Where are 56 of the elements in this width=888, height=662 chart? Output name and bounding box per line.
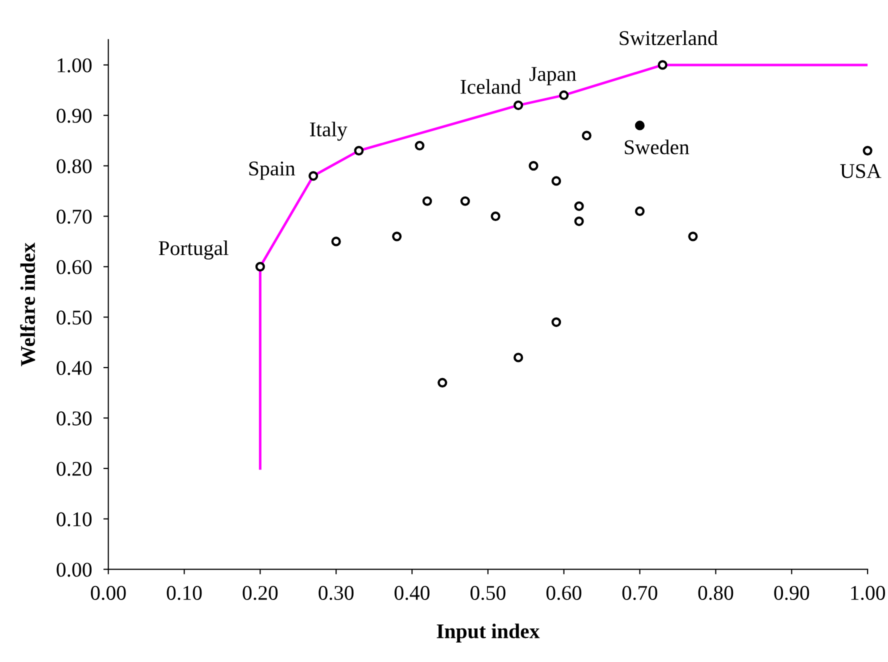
x-tick-label: 0.90 [774,586,810,600]
y-tick-label: 0.40 [56,360,92,376]
y-tick-label: 0.90 [56,108,92,123]
x-tick-label: 0.20 [242,586,278,600]
y-tick-label: 0.00 [56,562,92,577]
point [308,171,318,181]
x-tick-label: 1.00 [851,586,886,600]
y-tick-label: 0.80 [56,159,92,174]
y-tick-label: 0.10 [56,512,92,526]
point [354,146,364,156]
point [574,201,584,211]
x-tick-label: 0.60 [546,586,582,600]
point [574,216,584,226]
point [422,196,432,206]
point [414,140,424,150]
x-tick-label: 0.10 [166,586,202,600]
y-tick-label: 1.00 [58,58,92,72]
point [688,232,698,242]
point [514,352,524,362]
annotation: Sweden [624,140,690,154]
x-tick-label: 0.30 [318,586,354,600]
point [490,211,500,222]
annotation: Switzerland [620,30,718,46]
point [635,206,645,216]
y-tick-label: 0.30 [56,411,92,426]
point [635,120,645,130]
annotation: Portugal [158,240,228,260]
x-tick-label: 0.40 [394,586,430,600]
x-tick-label: 0.80 [698,586,734,600]
annotation: Spain [249,162,296,180]
point [552,317,562,327]
annotation: Italy [310,122,348,141]
point [460,196,470,206]
point [331,236,341,246]
y-tick-label: 0.20 [56,462,92,476]
point [392,232,402,242]
annotation: Iceland [460,79,521,94]
annotation: USA [840,164,882,178]
annotation: Japan [529,67,576,86]
point [528,161,538,171]
x-tick-label: 0.70 [622,586,658,600]
x-axis-title: Input index [436,624,540,643]
y-tick-label: 0.50 [56,310,92,325]
point [255,262,265,272]
x-tick-label: 0.50 [470,586,506,600]
x-tick-label: 0.00 [90,586,126,600]
point [559,90,569,100]
y-tick-label: 0.60 [56,260,92,274]
point [582,130,592,140]
point [552,176,562,186]
point [438,378,448,388]
y-tick-label: 0.70 [56,210,92,224]
point [658,60,668,70]
y-axis-title: Welfare index [20,242,36,366]
point [862,146,872,156]
point [514,100,524,110]
